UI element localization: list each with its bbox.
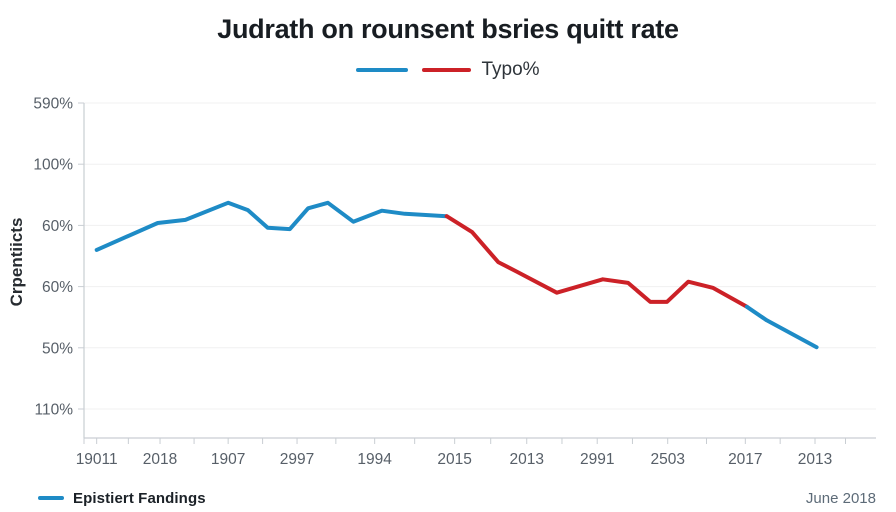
y-tick-label: 60% xyxy=(42,279,73,296)
legend-label: Typo% xyxy=(481,59,540,80)
x-tick-label: 1907 xyxy=(211,451,245,468)
x-tick-label: 2017 xyxy=(728,451,762,468)
x-tick-label: 1994 xyxy=(357,451,392,468)
x-tick-label: 2015 xyxy=(437,451,471,468)
x-tick-label: 2018 xyxy=(143,451,177,468)
source-attribution: Epistiert Fandings xyxy=(38,490,206,507)
source-label: Epistiert Fandings xyxy=(73,489,206,507)
chart-footer: Epistiert Fandings June 2018 xyxy=(0,486,896,510)
x-tick-label: 19011 xyxy=(76,451,118,468)
chart-legend: Typo% xyxy=(0,59,896,80)
x-tick-label: 2991 xyxy=(580,451,614,468)
x-tick-label: 2503 xyxy=(650,451,684,468)
y-tick-label: 60% xyxy=(42,218,73,235)
y-tick-label: 50% xyxy=(42,340,73,357)
legend-swatch-blue-icon xyxy=(356,67,409,73)
x-tick-label: 2013 xyxy=(798,451,832,468)
series-segment xyxy=(444,214,749,309)
source-line-swatch-icon xyxy=(38,496,64,500)
series-segment xyxy=(94,200,449,252)
y-tick-label: 110% xyxy=(35,402,74,419)
date-label: June 2018 xyxy=(805,489,876,507)
line-chart: 590% 100% 60% 60% 50% 110% 19011 2018 1907 2997 19… xyxy=(7,96,876,468)
y-tick-label: 100% xyxy=(33,157,73,174)
legend-swatch-red-icon xyxy=(422,67,472,73)
y-tick-label: 590% xyxy=(33,96,73,113)
series-segment xyxy=(744,304,819,350)
chart-title: Judrath on rounsent bsries quitt rate xyxy=(217,14,679,44)
x-tick-label: 2997 xyxy=(280,451,314,468)
x-tick-label: 2013 xyxy=(509,451,543,468)
y-axis-title: Crpentiicts xyxy=(7,218,26,307)
